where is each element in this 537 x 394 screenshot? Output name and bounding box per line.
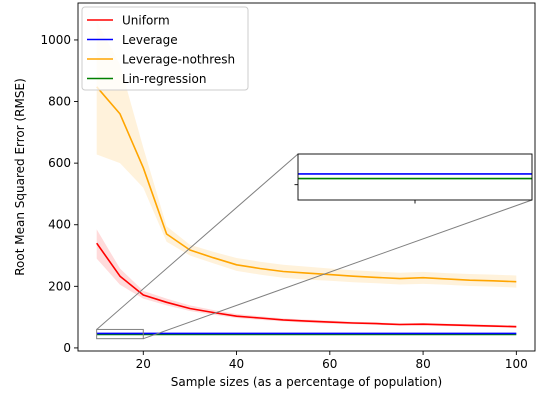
legend-label-leverage-nothresh: Leverage-nothresh [122,53,235,67]
y-axis-label: Root Mean Squared Error (RMSE) [13,78,27,276]
legend: Uniform Leverage Leverage-nothresh Lin-regr… [81,6,249,91]
y-tick-label: 200 [48,279,71,293]
y-tick-label: 800 [48,95,71,109]
legend-label-leverage: Leverage [122,33,178,47]
legend-label-lin-regression: Lin-regression [122,72,206,86]
y-tick-label: 0 [63,341,71,355]
x-tick-label: 40 [229,357,244,371]
inset-axes [294,153,533,204]
x-axis-label: Sample sizes (as a percentage of populat… [171,375,442,389]
series-lines [96,86,517,336]
x-tick-label: 80 [415,357,430,371]
line-leverage-nothresh [96,86,517,283]
legend-label-uniform: Uniform [122,14,170,28]
legend-box [81,6,249,91]
x-tick-label: 100 [505,357,528,371]
y-tick-label: 400 [48,218,71,232]
zoom-connector-top [96,153,299,330]
x-tick-label: 60 [322,357,337,371]
zoom-indicator [96,153,533,340]
inset-background [298,154,532,200]
y-tick-label: 1000 [40,33,71,47]
x-tick-label: 20 [136,357,151,371]
line-uniform [96,242,517,328]
zoom-source-box [96,328,144,340]
y-tick-label: 600 [48,156,71,170]
plot-frame [77,2,536,352]
zoom-connector-bottom [143,199,533,340]
